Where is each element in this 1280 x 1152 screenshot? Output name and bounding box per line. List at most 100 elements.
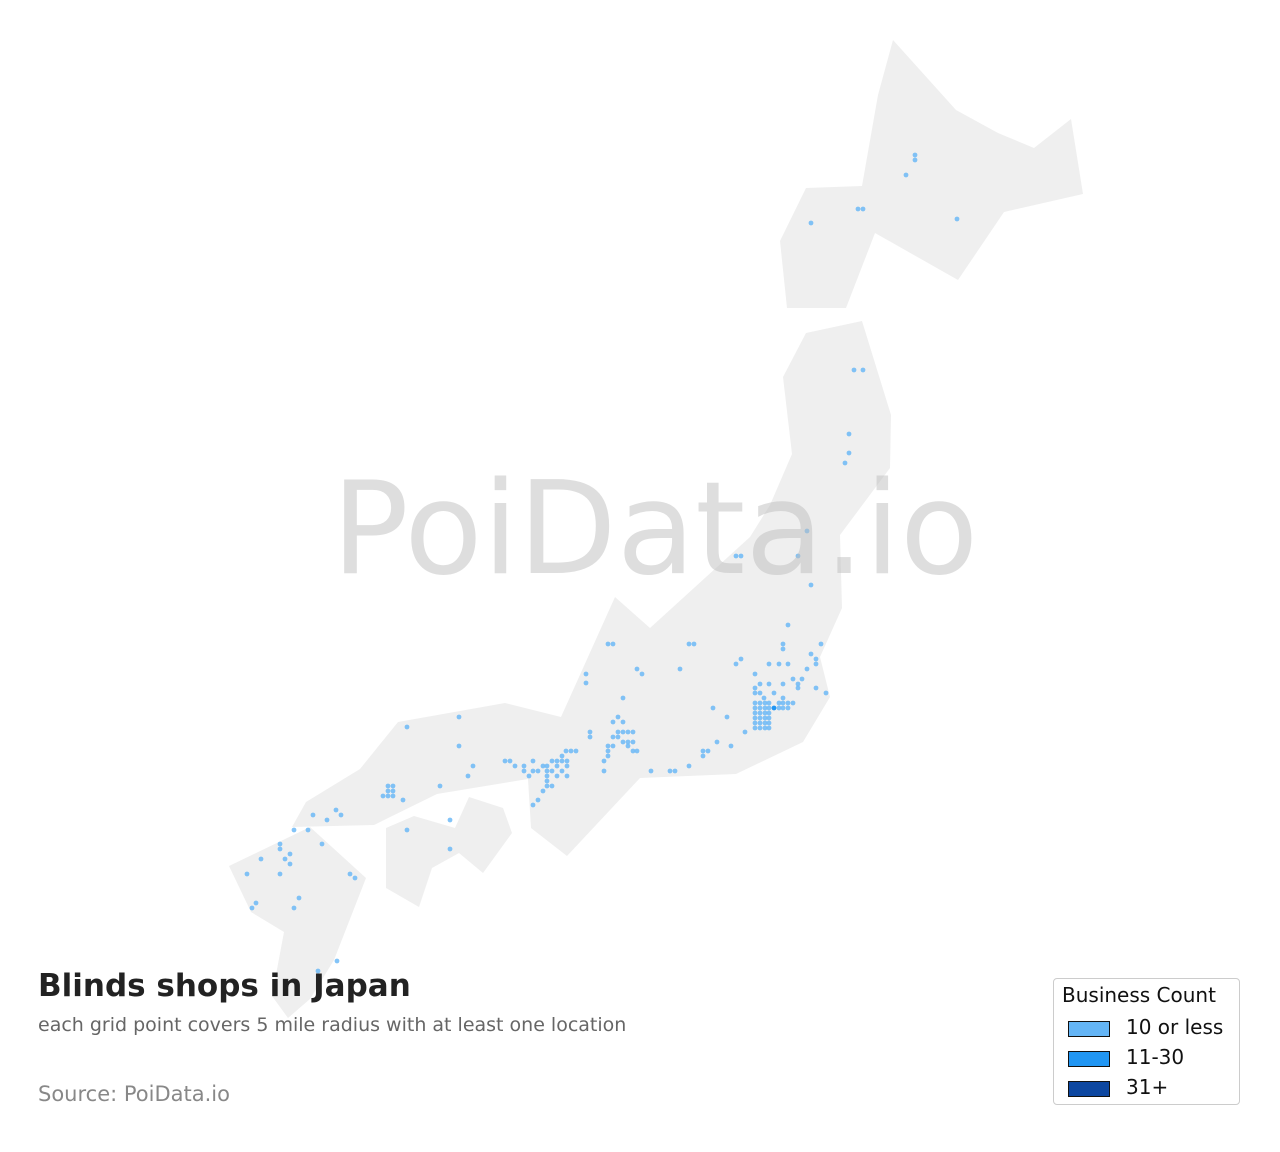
grid-point (766, 710, 772, 716)
grid-point (813, 685, 819, 691)
grid-point (785, 622, 791, 628)
grid-point (615, 734, 621, 740)
grid-point (795, 685, 801, 691)
grid-point (610, 719, 616, 725)
grid-point (757, 720, 763, 726)
grid-point (287, 851, 293, 857)
grid-point (686, 641, 692, 647)
grid-point (253, 900, 259, 906)
grid-point (762, 725, 768, 731)
grid-point (762, 720, 768, 726)
grid-point (559, 768, 565, 774)
map-title: Blinds shops in Japan (38, 968, 411, 1004)
grid-point (903, 172, 909, 178)
grid-point (776, 705, 782, 711)
grid-point (390, 793, 396, 799)
grid-point (620, 719, 626, 725)
grid-point (761, 695, 767, 701)
grid-point (804, 528, 810, 534)
grid-point (780, 705, 786, 711)
grid-point (296, 895, 302, 901)
grid-point (554, 763, 560, 769)
grid-point (851, 367, 857, 373)
grid-point (447, 817, 453, 823)
legend-title: Business Count (1062, 983, 1216, 1007)
region-honshu (292, 321, 891, 856)
grid-point (564, 773, 570, 779)
grid-point (620, 729, 626, 735)
grid-point (287, 861, 293, 867)
grid-point (686, 763, 692, 769)
grid-point (447, 846, 453, 852)
grid-point (795, 553, 801, 559)
grid-point (610, 743, 616, 749)
grid-point (766, 720, 772, 726)
grid-point (564, 763, 570, 769)
grid-point (554, 758, 560, 764)
grid-point (291, 827, 297, 833)
grid-point (352, 875, 358, 881)
grid-point (780, 641, 786, 647)
grid-point (620, 695, 626, 701)
legend-label: 31+ (1126, 1075, 1169, 1099)
map-subtitle: each grid point covers 5 mile radius wit… (38, 1014, 627, 1036)
grid-point (521, 763, 527, 769)
grid-point (390, 788, 396, 794)
grid-point (785, 700, 791, 706)
grid-point (380, 793, 386, 799)
grid-point (630, 748, 636, 754)
legend-swatch (1068, 1021, 1110, 1037)
grid-point (540, 763, 546, 769)
grid-point (677, 666, 683, 672)
grid-point (818, 641, 824, 647)
grid-point (808, 582, 814, 588)
grid-point (610, 734, 616, 740)
grid-point (277, 871, 283, 877)
grid-point (404, 827, 410, 833)
grid-point (535, 768, 541, 774)
grid-point (282, 856, 288, 862)
grid-point (771, 690, 777, 696)
grid-point (554, 773, 560, 779)
grid-point (700, 753, 706, 759)
grid-point (634, 666, 640, 672)
grid-point (319, 841, 325, 847)
legend-swatch (1068, 1081, 1110, 1097)
grid-point (634, 748, 640, 754)
grid-point (762, 705, 768, 711)
grid-point (846, 450, 852, 456)
grid-point (544, 783, 550, 789)
grid-point (573, 748, 579, 754)
grid-point (564, 758, 570, 764)
grid-point (780, 700, 786, 706)
grid-point (615, 729, 621, 735)
grid-point (954, 216, 960, 222)
legend-swatch (1068, 1051, 1110, 1067)
grid-point (630, 739, 636, 745)
grid-point (605, 641, 611, 647)
grid-point (291, 905, 297, 911)
grid-point (540, 788, 546, 794)
grid-point (752, 671, 758, 677)
grid-point (776, 661, 782, 667)
grid-point (544, 778, 550, 784)
grid-point (587, 734, 593, 740)
grid-point (456, 714, 462, 720)
grid-point (526, 773, 532, 779)
grid-point (710, 705, 716, 711)
grid-point (530, 768, 536, 774)
grid-point (324, 817, 330, 823)
grid-point (530, 758, 536, 764)
grid-point (605, 748, 611, 754)
grid-point (752, 715, 758, 721)
grid-point (305, 827, 311, 833)
grid-point (714, 739, 720, 745)
grid-point (544, 763, 550, 769)
grid-point (639, 671, 645, 677)
grid-point (795, 681, 801, 687)
grid-point (385, 788, 391, 794)
grid-point (535, 797, 541, 803)
grid-point (605, 753, 611, 759)
grid-point (762, 715, 768, 721)
